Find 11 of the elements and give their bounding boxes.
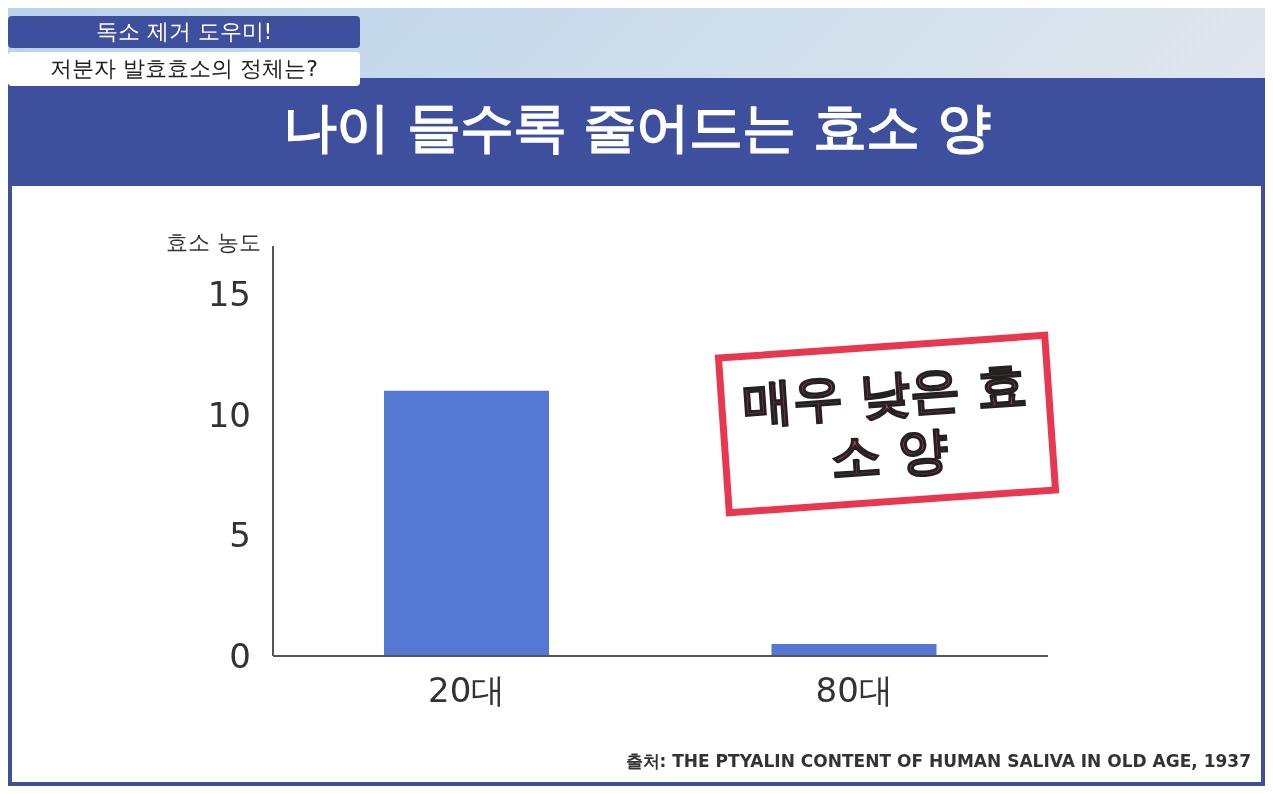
y-tick-label: 15 xyxy=(207,274,251,315)
text: 저분자 발효효소의 정체는? xyxy=(8,52,360,86)
x-tick-label: 20대 xyxy=(428,670,506,711)
source-note: 출처: THE PTYALIN CONTENT OF HUMAN SALIVA IN OLD AGE, 1937 xyxy=(625,750,1251,773)
y-axis-title: 효소 농도 xyxy=(166,229,261,257)
chart-title: 나이 들수록 줄어드는 효소 양 xyxy=(281,95,992,161)
text: 독소 제거 도우미! xyxy=(8,16,360,48)
x-tick-label: 80대 xyxy=(815,670,893,711)
y-tick-label: 5 xyxy=(229,515,251,556)
y-tick-label: 10 xyxy=(207,394,251,435)
y-tick-label: 0 xyxy=(229,636,251,677)
